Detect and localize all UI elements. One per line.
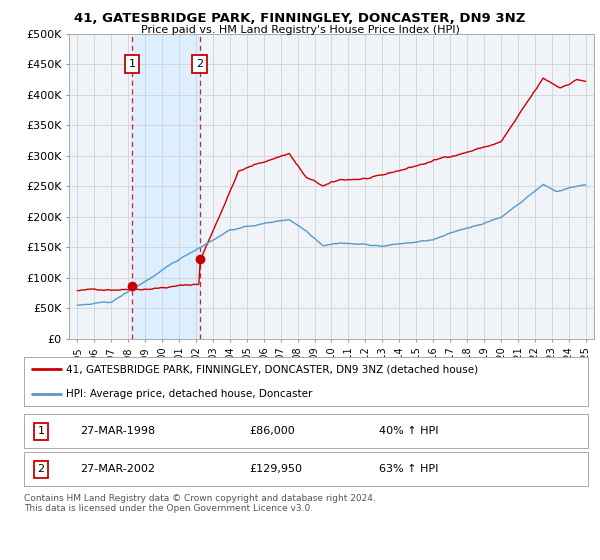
Bar (132, 34, 200, 339)
Text: Price paid vs. HM Land Registry's House Price Index (HPI): Price paid vs. HM Land Registry's House … (140, 25, 460, 35)
Text: 2: 2 (37, 464, 44, 474)
Text: 63% ↑ HPI: 63% ↑ HPI (379, 464, 439, 474)
Text: £129,950: £129,950 (250, 464, 302, 474)
Text: HPI: Average price, detached house, Doncaster: HPI: Average price, detached house, Donc… (66, 389, 313, 399)
Text: 27-MAR-1998: 27-MAR-1998 (80, 426, 155, 436)
Text: 41, GATESBRIDGE PARK, FINNINGLEY, DONCASTER, DN9 3NZ (detached house): 41, GATESBRIDGE PARK, FINNINGLEY, DONCAS… (66, 364, 478, 374)
Text: 1: 1 (37, 426, 44, 436)
Text: 27-MAR-2002: 27-MAR-2002 (80, 464, 155, 474)
Text: 40% ↑ HPI: 40% ↑ HPI (379, 426, 439, 436)
Text: Contains HM Land Registry data © Crown copyright and database right 2024.
This d: Contains HM Land Registry data © Crown c… (24, 494, 376, 514)
Text: 1: 1 (128, 59, 136, 69)
Text: £86,000: £86,000 (250, 426, 295, 436)
Text: 41, GATESBRIDGE PARK, FINNINGLEY, DONCASTER, DN9 3NZ: 41, GATESBRIDGE PARK, FINNINGLEY, DONCAS… (74, 12, 526, 25)
Text: 2: 2 (196, 59, 203, 69)
